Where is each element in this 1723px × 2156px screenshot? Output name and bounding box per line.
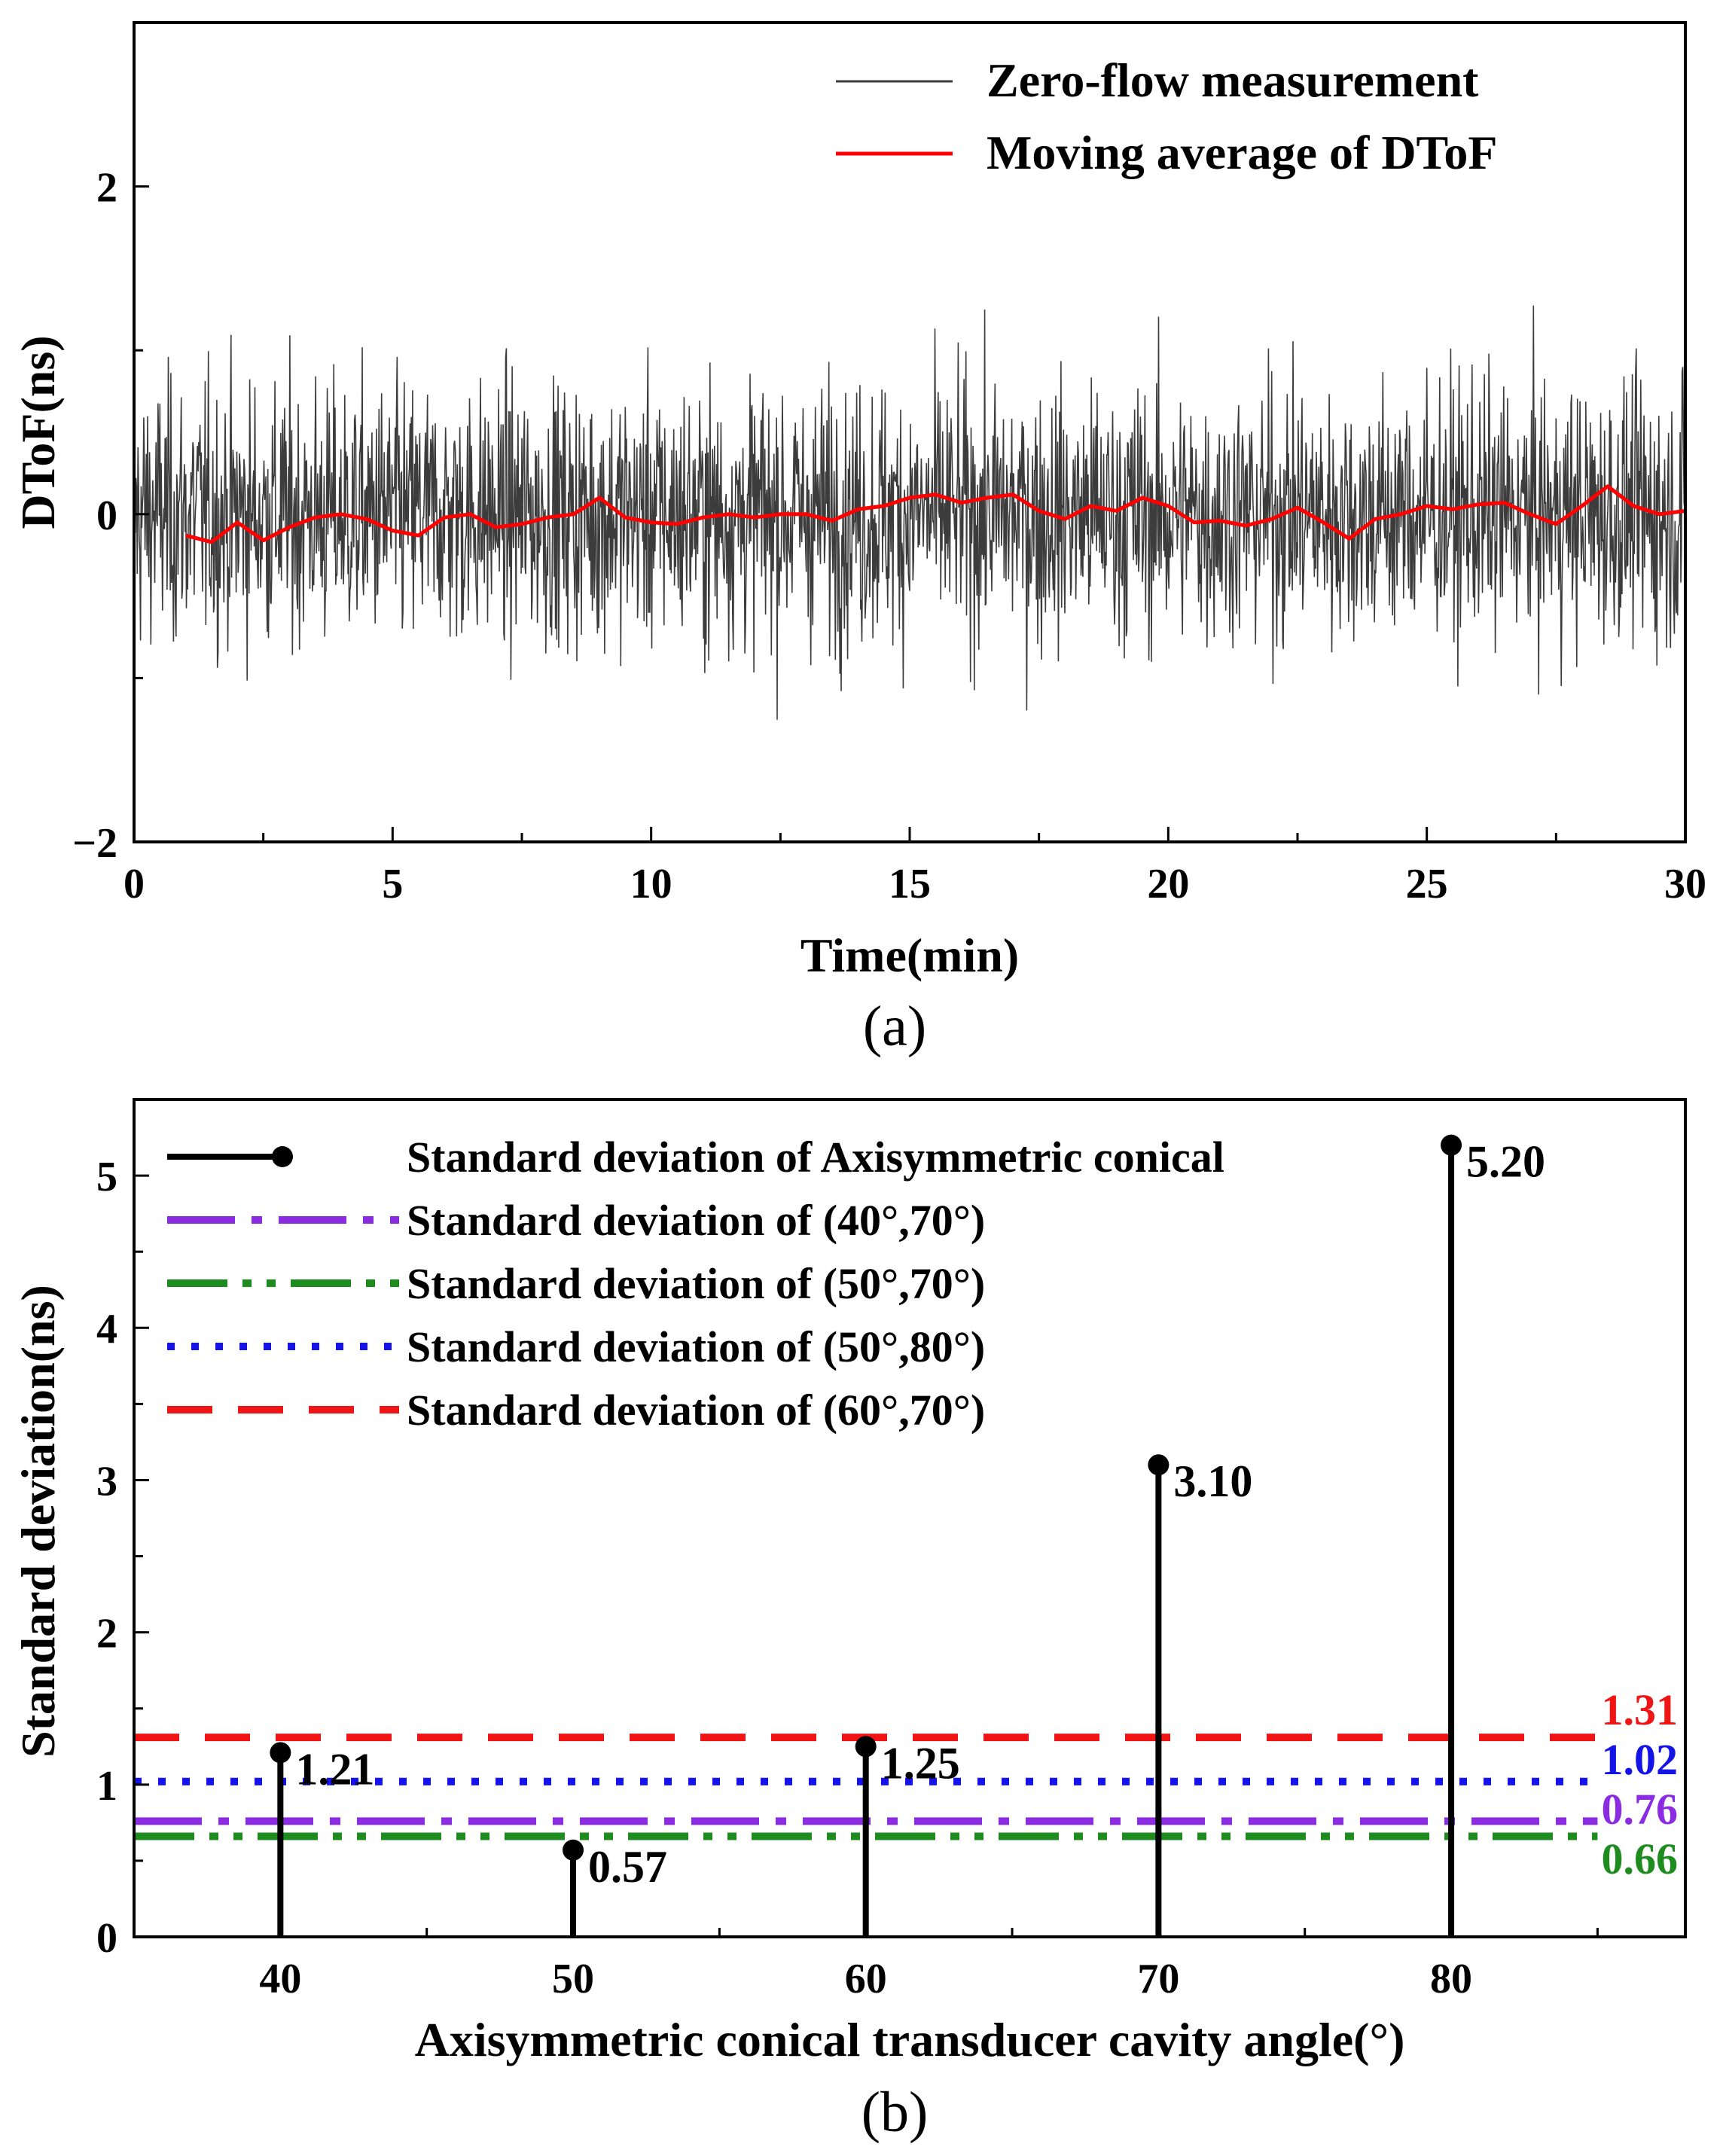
axis-ticks-b: [133, 1098, 1599, 1938]
x-tick-label-a: 20: [1147, 861, 1189, 907]
moving-average-series: [185, 484, 1686, 544]
y-tick-labels-b: 0 1 2 3 4 5: [96, 1154, 117, 1962]
x-tick-label-a: 25: [1406, 861, 1448, 907]
y-tick-label-b: 5: [96, 1154, 117, 1200]
y-tick-label-a: 2: [96, 165, 117, 212]
legend-swatch-stem-marker: [272, 1146, 293, 1167]
legend-label-moving-average: Moving average of DToF: [987, 126, 1497, 179]
y-tick-label-b: 4: [96, 1306, 117, 1352]
reference-value-label: 1.02: [1602, 1735, 1679, 1784]
caption-b: (b): [862, 2081, 929, 2144]
y-tick-label-b: 1: [96, 1763, 117, 1810]
y-tick-label-b: 3: [96, 1458, 117, 1505]
y-tick-label-a: −2: [72, 820, 117, 867]
legend-label-noise: Zero-flow measurement: [987, 53, 1479, 107]
stem-marker: [563, 1839, 584, 1861]
caption-a: (a): [863, 995, 926, 1058]
reference-value-label: 0.76: [1602, 1785, 1679, 1834]
legend-label-b: Standard deviation of Axisymmetric conic…: [407, 1133, 1224, 1182]
x-tick-label-b: 80: [1430, 1956, 1472, 2002]
legend-label-b: Standard deviation of (50°,70°): [407, 1259, 985, 1308]
axis-ticks-a: [133, 21, 1687, 843]
noise-trace: [133, 305, 1686, 720]
stem-value-label: 1.25: [881, 1738, 960, 1788]
x-tick-label-b: 50: [552, 1956, 594, 2002]
x-tick-label-b: 40: [259, 1956, 301, 2002]
stem-marker: [855, 1736, 877, 1758]
legend-b: Standard deviation of Axisymmetric conic…: [167, 1133, 1224, 1435]
y-tick-label-a: 0: [96, 492, 117, 539]
legend-label-b: Standard deviation of (40°,70°): [407, 1196, 985, 1245]
x-tick-label-a: 0: [124, 861, 145, 907]
x-axis-label-b: Axisymmetric conical transducer cavity a…: [415, 2013, 1405, 2066]
x-tick-label-b: 60: [845, 1956, 887, 2002]
stem-series: [270, 1134, 1462, 1937]
y-axis-label-b: Standard deviation(ns): [11, 1285, 65, 1758]
reference-value-label: 1.31: [1602, 1685, 1679, 1734]
plot-frame-b: [133, 1098, 1687, 1938]
x-tick-labels-a: 0 5 10 15 20 25 30: [124, 861, 1706, 907]
x-tick-labels-b: 40 50 60 70 80: [259, 1956, 1472, 2002]
legend-label-b: Standard deviation of (50°,80°): [407, 1322, 985, 1371]
x-tick-label-b: 70: [1137, 1956, 1179, 2002]
stem-value-label: 0.57: [588, 1842, 667, 1892]
panel-a: 0 5 10 15 20 25 30 −202 Time(min) DToF(ns) (a)…: [11, 21, 1706, 1058]
legend-label-b: Standard deviation of (60°,70°): [407, 1386, 985, 1435]
stem-marker: [1441, 1134, 1462, 1156]
stem-value-label: 1.21: [295, 1744, 374, 1794]
y-tick-label-b: 0: [96, 1915, 117, 1962]
panel-b: 40 50 60 70 80 0 1 2 3 4 5 1.21 0.57 1.25 3.10 5.20 1…: [11, 1098, 1687, 2144]
stem-marker: [270, 1742, 291, 1764]
y-tick-labels-a: −2 0 2: [72, 165, 117, 867]
x-tick-label-a: 10: [630, 861, 672, 907]
moving-average-line: [185, 484, 1686, 544]
stem-value-label: 5.20: [1466, 1137, 1545, 1187]
x-axis-label-a: Time(min): [801, 929, 1019, 982]
y-tick-label-b: 2: [96, 1611, 117, 1657]
y-axis-label-a: DToF(ns): [11, 335, 65, 529]
legend-a: Zero-flow measurement Moving average of …: [836, 53, 1497, 179]
stem-value-labels: 1.21 0.57 1.25 3.10 5.20: [295, 1137, 1545, 1892]
stem-value-label: 3.10: [1173, 1456, 1252, 1506]
x-tick-label-a: 5: [382, 861, 403, 907]
stem-marker: [1148, 1454, 1170, 1476]
x-tick-label-a: 15: [889, 861, 931, 907]
zero-flow-noise-series: [133, 305, 1686, 720]
reference-value-labels: 1.311.020.760.66: [1602, 1685, 1679, 1883]
x-tick-label-a: 30: [1664, 861, 1706, 907]
reference-value-label: 0.66: [1602, 1834, 1679, 1883]
